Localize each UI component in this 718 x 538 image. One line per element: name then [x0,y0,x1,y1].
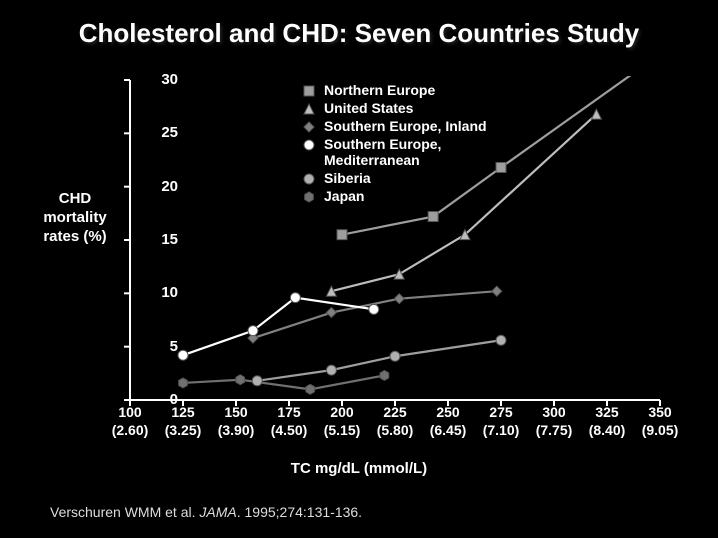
x-tick-label: 200(5.15) [324,404,361,439]
x-axis-label: TC mg/dL (mmol/L) [0,460,718,477]
legend-label: Japan [324,188,364,204]
chart-title: Cholesterol and CHD: Seven Countries Stu… [0,18,718,49]
x-tick-label: 225(5.80) [377,404,414,439]
x-tick-label: 350(9.05) [642,404,679,439]
citation-prefix: Verschuren WMM et al. [50,504,199,520]
legend-item: Southern Europe, Inland [300,118,504,134]
y-tick-label: 5 [128,338,178,355]
legend-item: United States [300,100,504,116]
legend-item: Japan [300,188,504,204]
legend-item: Southern Europe, Mediterranean [300,136,504,168]
legend-item: Northern Europe [300,82,504,98]
legend-label: Northern Europe [324,82,435,98]
x-ticks: 100(2.60)125(3.25)150(3.90)175(4.50)200(… [130,404,660,454]
y-tick-label: 15 [128,231,178,248]
y-axis-label: CHD mortality rates (%) [30,190,120,246]
x-tick-label: 175(4.50) [271,404,308,439]
x-tick-label: 250(6.45) [430,404,467,439]
x-tick-label: 150(3.90) [218,404,255,439]
x-tick-label: 275(7.10) [483,404,520,439]
x-tick-label: 125(3.25) [165,404,202,439]
legend-label: Southern Europe, Mediterranean [324,136,504,168]
x-tick-label: 300(7.75) [536,404,573,439]
x-tick-label: 100(2.60) [112,404,149,439]
x-tick-label: 325(8.40) [589,404,626,439]
citation-journal: JAMA [199,504,236,520]
y-tick-label: 25 [128,124,178,141]
citation: Verschuren WMM et al. JAMA. 1995;274:131… [50,504,362,520]
y-tick-label: 10 [128,284,178,301]
y-tick-label: 20 [128,178,178,195]
legend-label: Siberia [324,170,371,186]
legend-item: Siberia [300,170,504,186]
legend-label: Southern Europe, Inland [324,118,487,134]
citation-suffix: . 1995;274:131-136. [237,504,362,520]
legend-label: United States [324,100,413,116]
legend: Northern Europe United States Southern Eur… [300,82,504,206]
y-tick-label: 30 [128,71,178,88]
